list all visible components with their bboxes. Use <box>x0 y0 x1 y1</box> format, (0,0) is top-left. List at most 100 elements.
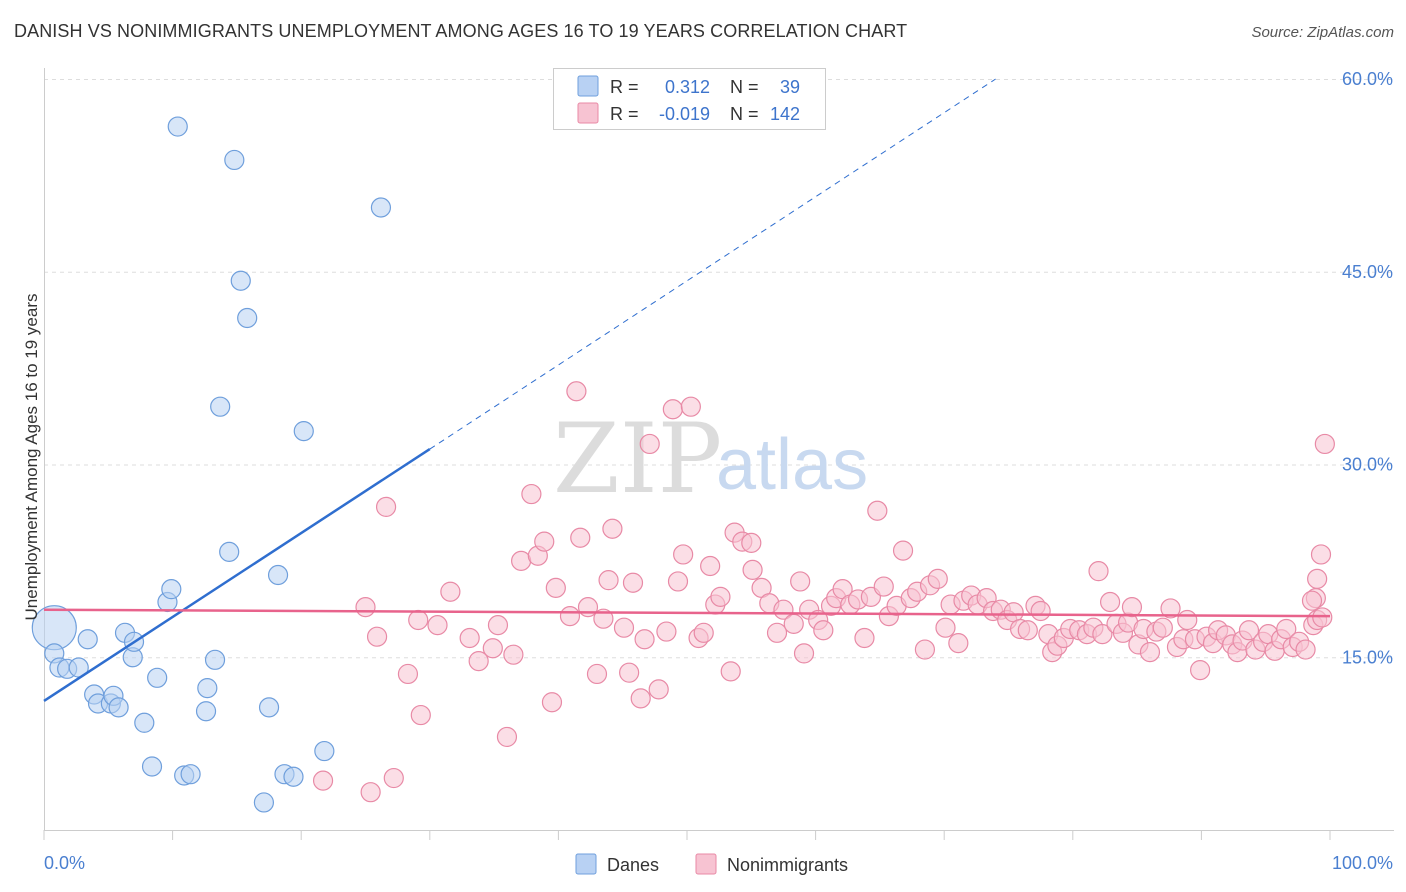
nonimmigrants-point <box>656 621 677 642</box>
nonimmigrants-point <box>793 643 815 664</box>
nonimmigrants-point <box>710 586 731 607</box>
danes-point <box>141 756 163 777</box>
nonimmigrants-point <box>892 540 914 561</box>
nonimmigrants-point <box>742 559 763 580</box>
nonimmigrants-point <box>397 663 419 685</box>
legend-r-label-nonimmigrants: R = <box>610 104 639 124</box>
nonimmigrants-point <box>534 531 555 552</box>
danes-point <box>147 667 168 688</box>
nonimmigrants-point <box>1238 620 1260 641</box>
danes-point <box>197 677 218 699</box>
danes-points <box>31 116 392 813</box>
correlation-legend: R = 0.312 N = 39 R = -0.019 N = 142 <box>553 68 826 130</box>
nonimmigrants-point <box>783 613 804 634</box>
legend-n-value-nonimmigrants: 142 <box>770 104 800 124</box>
nonimmigrants-point <box>1017 620 1038 641</box>
nonimmigrants-point <box>935 617 956 638</box>
nonimmigrants-point <box>602 518 623 539</box>
series-legend-swatch-danes <box>575 853 597 875</box>
danes-point <box>370 197 392 218</box>
nonimmigrants-point <box>630 688 651 709</box>
nonimmigrants-point <box>1307 568 1328 589</box>
nonimmigrants-point <box>482 638 503 659</box>
danes-point <box>253 792 275 813</box>
danes-trend-extension <box>429 78 996 450</box>
y-tick-label: 30.0% <box>1342 455 1393 475</box>
danes-point <box>108 697 129 718</box>
nonimmigrants-point <box>1152 617 1173 638</box>
nonimmigrants-point <box>459 627 480 649</box>
danes-point <box>314 740 335 762</box>
danes-point <box>167 116 188 137</box>
nonimmigrants-point <box>914 639 936 660</box>
y-tick-label: 15.0% <box>1342 647 1393 667</box>
nonimmigrants-point <box>680 396 701 417</box>
nonimmigrants-point <box>566 381 587 402</box>
danes-point <box>258 697 280 718</box>
danes-point <box>293 420 314 442</box>
nonimmigrants-point <box>570 527 591 548</box>
danes-point <box>267 564 289 586</box>
nonimmigrants-point <box>511 550 532 571</box>
nonimmigrants-point <box>622 572 644 593</box>
nonimmigrants-point <box>813 620 834 641</box>
series-legend-swatch-nonimmigrants <box>695 853 717 875</box>
nonimmigrants-point <box>766 622 788 643</box>
nonimmigrants-point <box>375 496 397 518</box>
nonimmigrants-point <box>1301 590 1323 611</box>
nonimmigrants-point <box>360 782 381 803</box>
nonimmigrants-point <box>790 571 811 592</box>
x-tick-label-min: 0.0% <box>44 853 85 873</box>
trend-lines <box>43 78 1331 702</box>
nonimmigrants-point <box>613 617 635 638</box>
nonimmigrants-trend-line <box>43 608 1331 618</box>
nonimmigrants-point <box>410 704 431 726</box>
nonimmigrants-point <box>1314 433 1335 455</box>
nonimmigrants-point <box>427 615 448 636</box>
danes-point <box>210 396 231 417</box>
nonimmigrants-point <box>867 500 888 521</box>
nonimmigrants-point <box>1121 597 1143 618</box>
danes-point <box>195 701 217 722</box>
legend-swatch-danes <box>577 75 599 97</box>
y-tick-label: 45.0% <box>1342 262 1393 282</box>
danes-point <box>77 629 98 650</box>
danes-point <box>134 712 155 733</box>
danes-point <box>204 649 226 670</box>
legend-n-label-nonimmigrants: N = <box>730 104 759 124</box>
nonimmigrants-points <box>312 381 1335 803</box>
nonimmigrants-point <box>1092 624 1113 645</box>
nonimmigrants-point <box>854 627 875 649</box>
series-legend-label-nonimmigrants: Nonimmigrants <box>727 855 848 875</box>
danes-point <box>237 307 258 329</box>
legend-n-value-danes: 39 <box>780 77 800 97</box>
nonimmigrants-point <box>673 544 694 565</box>
nonimmigrants-point <box>1099 591 1121 613</box>
watermark-atlas: atlas <box>716 425 868 505</box>
nonimmigrants-point <box>1190 659 1211 681</box>
nonimmigrants-point <box>1312 607 1333 628</box>
nonimmigrants-point <box>927 568 948 589</box>
legend-r-value-nonimmigrants: -0.019 <box>659 104 710 124</box>
danes-trend-line <box>43 448 431 702</box>
nonimmigrants-point <box>1030 600 1051 622</box>
legend-n-label-danes: N = <box>730 77 759 97</box>
gridlines <box>44 79 1394 659</box>
nonimmigrants-point <box>598 570 619 591</box>
nonimmigrants-point <box>693 622 714 643</box>
x-ticks <box>43 830 1331 840</box>
watermark: ZIP atlas <box>553 403 868 515</box>
legend-box <box>553 68 826 130</box>
nonimmigrants-point <box>541 692 563 713</box>
nonimmigrants-point <box>468 651 489 672</box>
nonimmigrants-point <box>408 609 429 631</box>
nonimmigrants-point <box>720 661 741 682</box>
danes-point <box>219 541 240 562</box>
danes-point <box>161 579 182 600</box>
axes <box>44 68 1394 831</box>
watermark-zip: ZIP <box>553 403 722 515</box>
nonimmigrants-point <box>741 532 762 553</box>
nonimmigrants-point <box>634 629 655 650</box>
nonimmigrants-point <box>948 633 969 654</box>
